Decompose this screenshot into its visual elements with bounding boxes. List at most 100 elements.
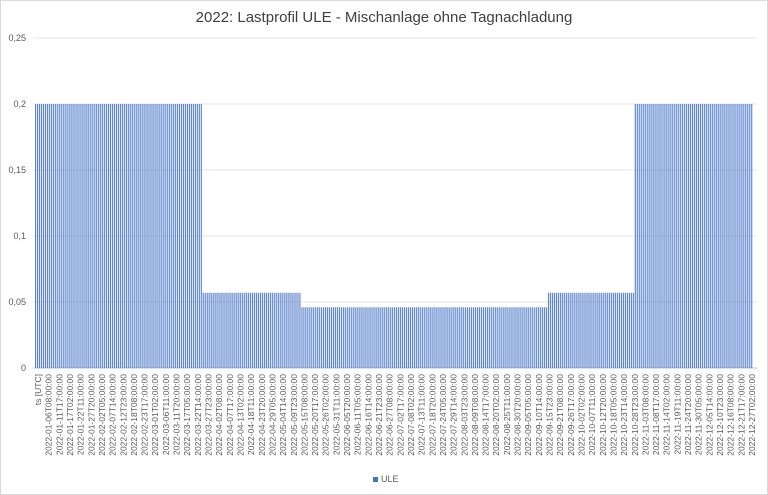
x-tick-label: 2022-07-18T20:00:00 xyxy=(427,374,437,456)
bar-ule xyxy=(380,307,382,368)
bar-ule xyxy=(419,307,421,368)
bar-ule xyxy=(682,104,684,368)
bar-ule xyxy=(119,104,122,368)
bar-ule xyxy=(421,307,423,368)
x-tick-label: 2022-05-31T11:00:00 xyxy=(331,374,341,455)
bar-ule xyxy=(360,307,362,368)
x-tick-label: ts [UTC] xyxy=(33,374,43,405)
bar-ule xyxy=(547,292,550,368)
bar-ule xyxy=(96,104,98,368)
bar-ule xyxy=(569,292,571,368)
bar-ule xyxy=(196,104,198,368)
x-tick-label: 2022-08-03T23:00:00 xyxy=(459,374,469,456)
bar-ule xyxy=(587,292,589,368)
bar-ule xyxy=(90,104,92,368)
x-tick-label: 2022-12-27T02:00:00 xyxy=(747,374,757,456)
bar-ule xyxy=(691,104,694,368)
bar-ule xyxy=(735,104,737,368)
bar-ule xyxy=(82,104,84,368)
bar-ule xyxy=(680,104,682,368)
x-tick-label: 2022-03-01T02:00:00 xyxy=(150,374,160,456)
bar-ule xyxy=(666,104,668,368)
bar-ule xyxy=(70,104,72,368)
bar-ule xyxy=(364,307,366,368)
bar-ule xyxy=(171,104,173,368)
bar-ule xyxy=(202,292,204,368)
x-tick-label: 2022-06-11T05:00:00 xyxy=(353,374,363,455)
bar-ule xyxy=(658,104,660,368)
bar-ule xyxy=(109,104,112,368)
bar-ule xyxy=(238,292,240,368)
bar-ule xyxy=(697,104,700,368)
bar-ule xyxy=(628,292,630,368)
bar-ule xyxy=(723,104,725,368)
bar-ule xyxy=(498,307,500,368)
bar-ule xyxy=(405,307,408,368)
bar-ule xyxy=(579,292,581,368)
bar-ule xyxy=(455,307,457,368)
bar-ule xyxy=(72,104,74,368)
bar-ule xyxy=(725,104,727,368)
bar-ule xyxy=(52,104,54,368)
bar-ule xyxy=(198,104,200,368)
bar-ule xyxy=(549,292,552,368)
chart-title: 2022: Lastprofil ULE - Mischanlage ohne … xyxy=(196,9,573,26)
bar-ule xyxy=(751,104,753,368)
bar-ule xyxy=(232,292,234,368)
bar-ule xyxy=(542,307,544,368)
x-tick-label: 2022-12-10T23:00:00 xyxy=(715,374,725,456)
bar-ule xyxy=(263,292,266,368)
bar-ule xyxy=(536,307,538,368)
bar-ule xyxy=(453,307,455,368)
bar-ule xyxy=(271,292,273,368)
bar-ule xyxy=(551,292,554,368)
bar-ule xyxy=(676,104,678,368)
bar-ule xyxy=(703,104,705,368)
bar-ule xyxy=(291,292,293,368)
bar-ule xyxy=(490,307,492,368)
y-tick-label: 0,15 xyxy=(8,165,26,175)
bar-ule xyxy=(257,292,260,368)
bar-ule xyxy=(342,307,344,368)
bar-ule xyxy=(382,307,384,368)
bar-ule xyxy=(358,307,360,368)
bar-ule xyxy=(516,307,518,368)
bar-ule xyxy=(64,104,66,368)
bar-ule xyxy=(640,104,642,368)
bar-ule xyxy=(506,307,508,368)
x-tick-label: 2022-04-23T20:00:00 xyxy=(257,374,267,456)
bar-ule xyxy=(668,104,670,368)
bar-ule xyxy=(747,104,749,368)
x-tick-label: 2022-07-29T14:00:00 xyxy=(449,374,459,456)
x-tick-label: 2022-02-18T08:00:00 xyxy=(129,374,139,456)
bar-ule xyxy=(437,307,439,368)
bar-ule xyxy=(325,307,327,368)
bar-ule xyxy=(449,307,451,368)
bar-ule xyxy=(149,104,151,368)
bar-ule xyxy=(218,292,220,368)
bar-ule xyxy=(287,292,289,368)
bar-ule xyxy=(476,307,479,368)
bar-ule xyxy=(74,104,76,368)
bar-ule xyxy=(253,292,256,368)
x-tick-label: 2022-05-09T23:00:00 xyxy=(289,374,299,456)
bar-ule xyxy=(652,104,654,368)
bar-ule xyxy=(571,292,573,368)
bar-ule xyxy=(145,104,147,368)
x-tick-label: 2022-02-12T23:00:00 xyxy=(118,374,128,456)
bar-ule xyxy=(472,307,475,368)
bar-ule xyxy=(488,307,490,368)
bar-ule xyxy=(620,292,623,368)
bar-ule xyxy=(737,104,739,368)
bar-ule xyxy=(563,292,565,368)
bar-ule xyxy=(332,307,335,368)
bar-ule xyxy=(688,104,690,368)
bar-ule xyxy=(319,307,321,368)
x-tick-label: 2022-02-23T17:00:00 xyxy=(140,374,150,456)
bar-ule xyxy=(524,307,526,368)
bar-ule xyxy=(401,307,404,368)
bar-ule xyxy=(605,292,607,368)
bar-ule xyxy=(259,292,262,368)
x-tick-label: 2022-12-05T14:00:00 xyxy=(704,374,714,456)
bar-ule xyxy=(741,104,743,368)
